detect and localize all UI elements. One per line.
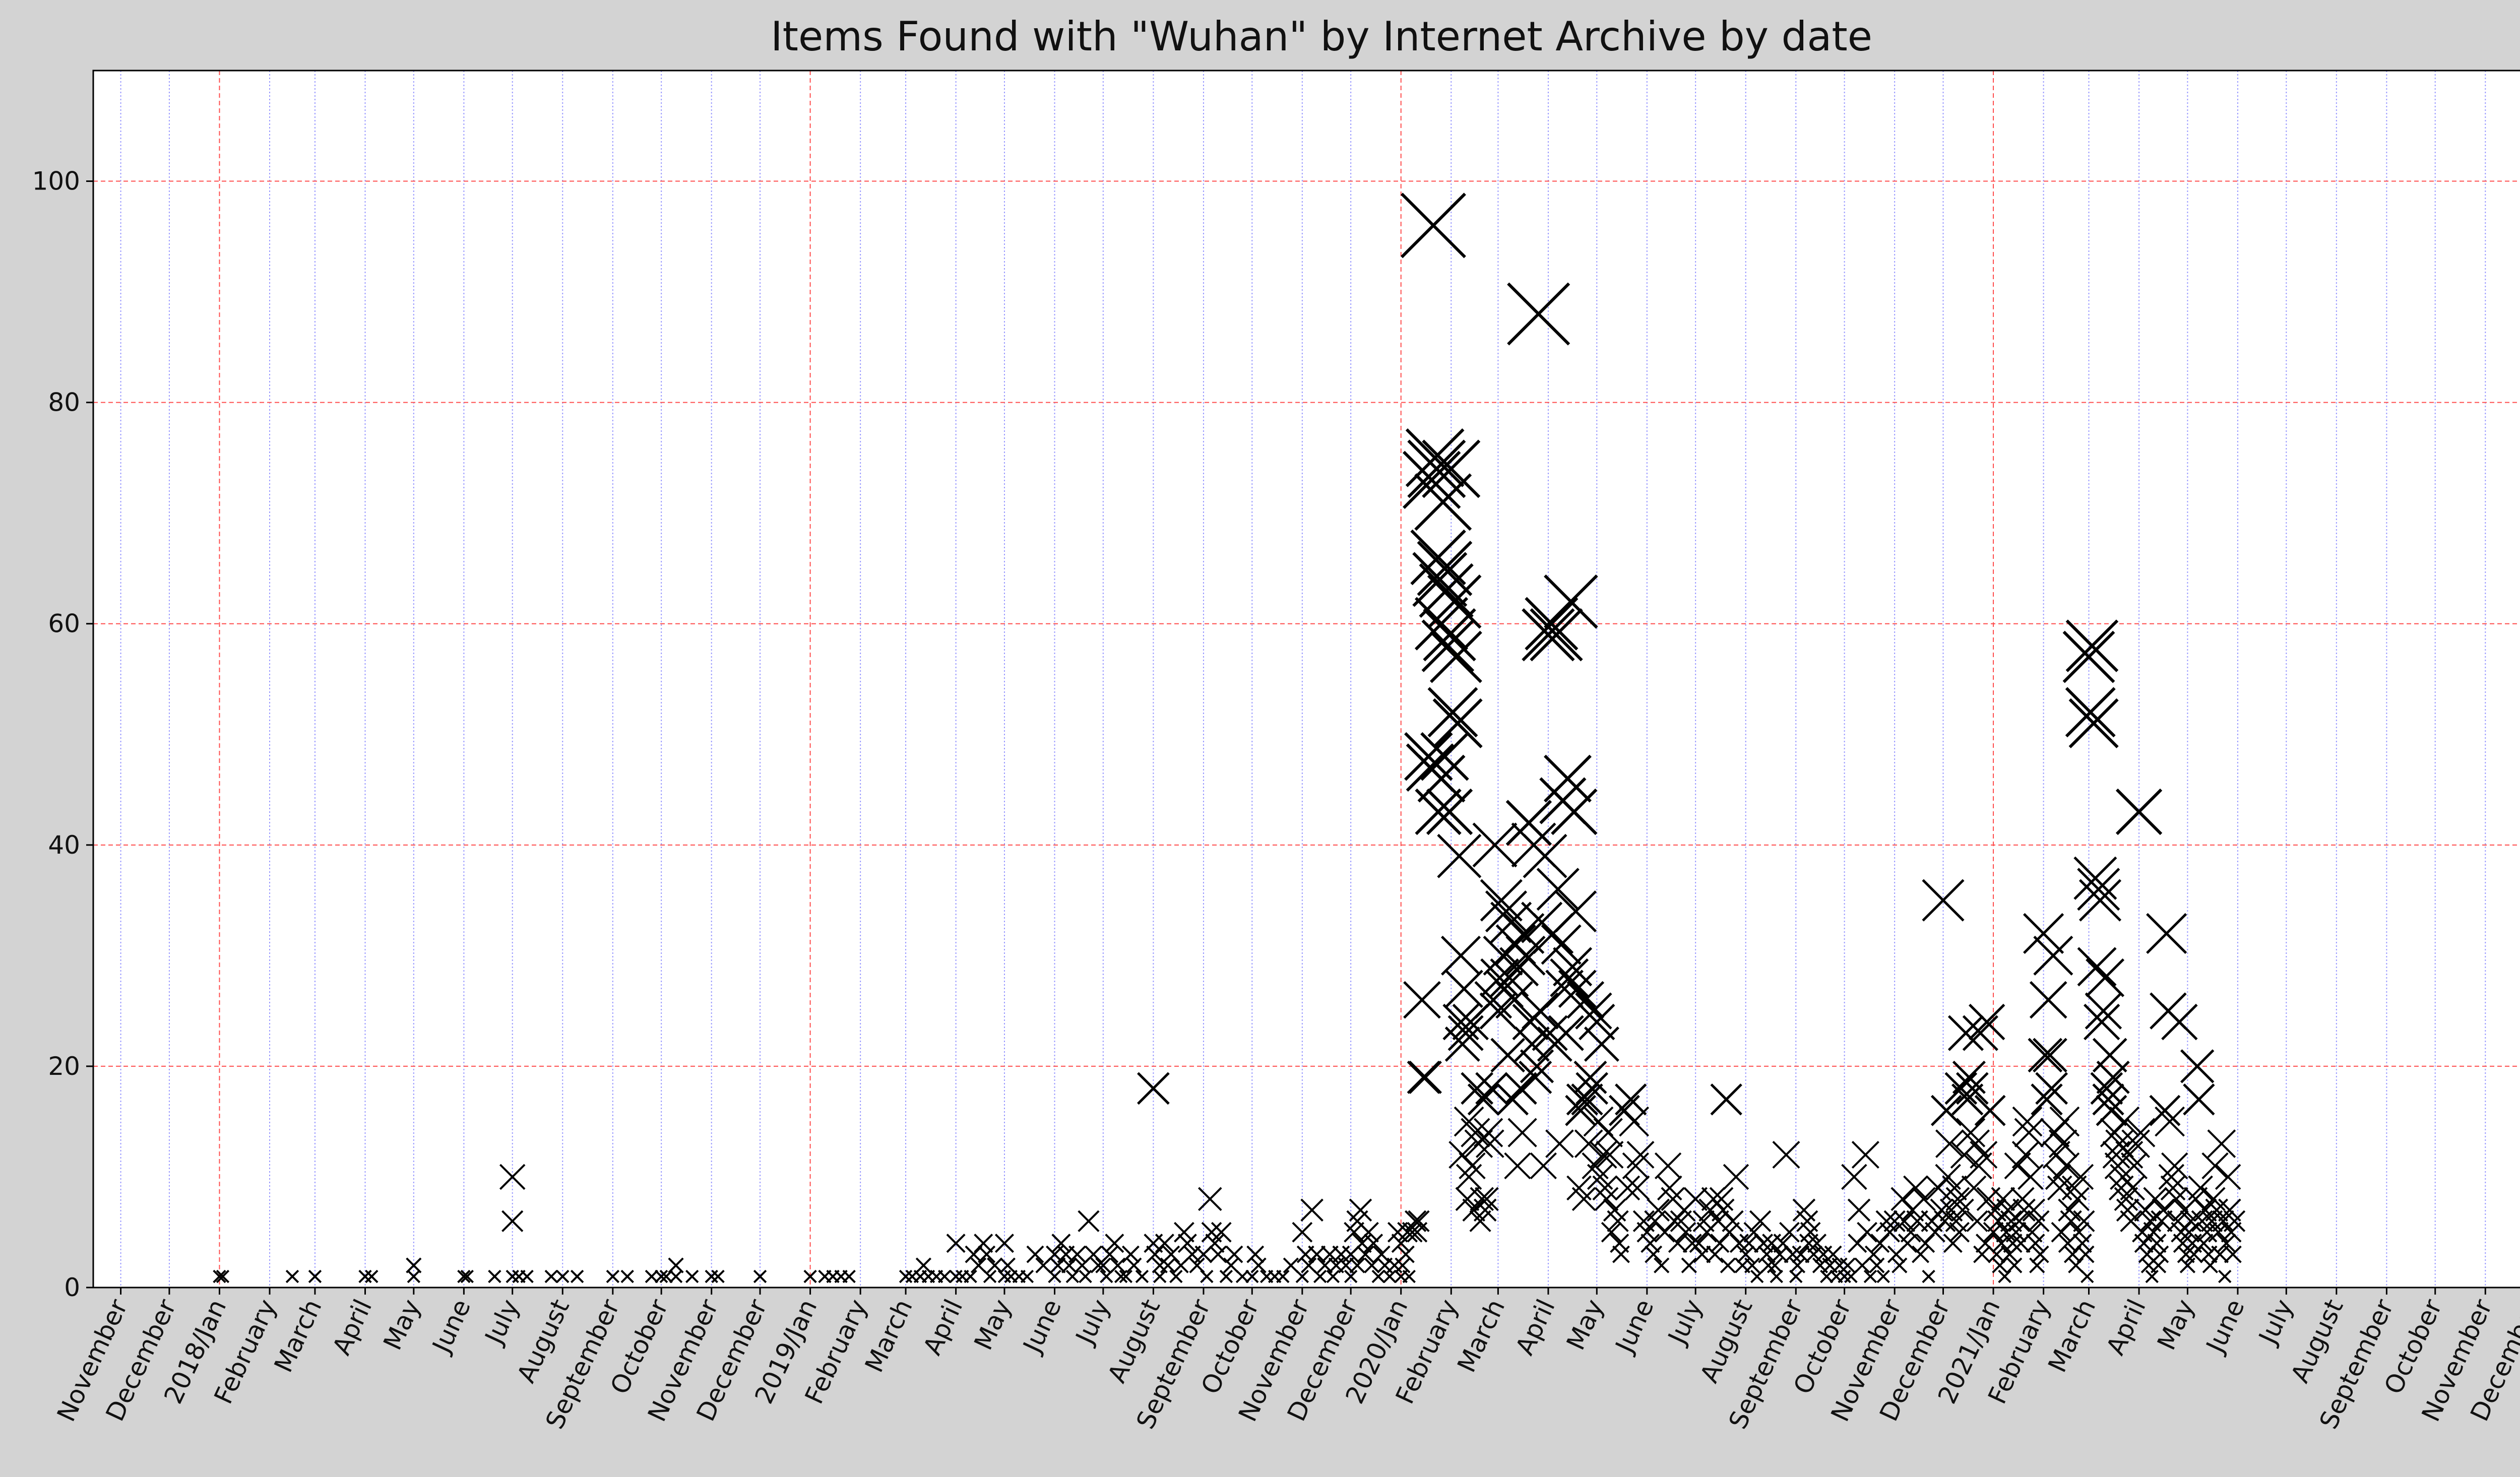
y-tick-label: 20 — [48, 1052, 80, 1081]
y-tick-label: 80 — [48, 388, 80, 417]
y-tick-label: 0 — [64, 1273, 80, 1302]
y-tick-label: 60 — [48, 609, 80, 638]
plot-area — [93, 71, 2520, 1288]
y-tick-label: 100 — [32, 167, 80, 196]
chart-title: Items Found with "Wuhan" by Internet Arc… — [771, 13, 1872, 60]
y-tick-label: 40 — [48, 830, 80, 860]
